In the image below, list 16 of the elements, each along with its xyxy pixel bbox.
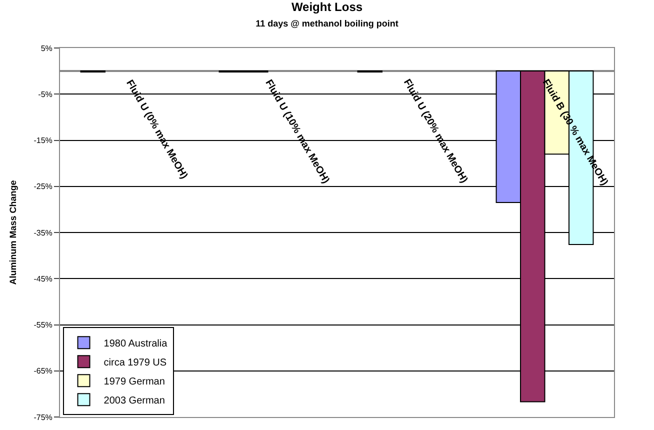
legend-label: 2003 German: [104, 396, 165, 407]
y-tick-label: -45%: [34, 274, 52, 284]
y-tick-label: -5%: [38, 90, 52, 99]
y-tick-label: 5%: [40, 44, 52, 53]
chart-title: Weight Loss: [291, 0, 363, 14]
y-tick-label: -25%: [34, 182, 52, 192]
y-tick-label: -35%: [34, 228, 52, 238]
legend-label: 1980 Australia: [104, 338, 168, 350]
y-tick-label: -15%: [34, 136, 52, 146]
legend-label: circa 1979 US: [104, 358, 167, 369]
legend-label: 1979 German: [104, 376, 165, 388]
chart-subtitle: 11 days @ methanol boiling point: [256, 18, 398, 28]
y-tick-label: -55%: [34, 320, 52, 330]
y-tick-label: -65%: [34, 366, 52, 376]
y-tick-label: -75%: [34, 412, 52, 422]
y-axis-title: Aluminum Mass Change: [8, 180, 18, 285]
